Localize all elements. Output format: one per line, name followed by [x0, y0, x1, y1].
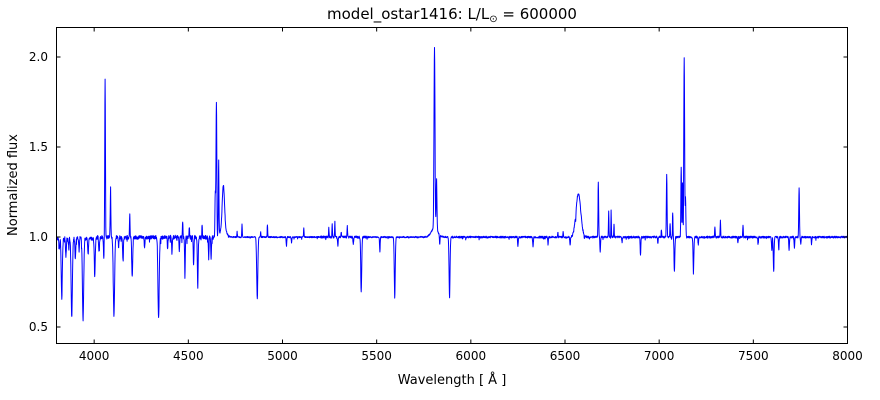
axis-ticks	[56, 27, 848, 344]
x-axis-tick-labels: 4000 4500 5000 5500 6000 6500 7000 7500 8000	[79, 349, 863, 363]
x-tick-label: 4500	[173, 349, 204, 363]
y-axis-label: Normalized flux	[6, 134, 21, 236]
y-tick-label: 2.0	[29, 50, 48, 64]
y-tick-label: 1.5	[29, 140, 48, 154]
x-axis-label: Wavelength [ Å ]	[398, 372, 507, 388]
x-tick-label: 4000	[79, 349, 110, 363]
plot-border	[56, 27, 848, 344]
x-tick-label: 7000	[644, 349, 675, 363]
spectrum-line	[56, 47, 848, 322]
x-tick-label: 7500	[738, 349, 769, 363]
x-tick-label: 6000	[456, 349, 487, 363]
sun-symbol: ⊙	[489, 14, 497, 25]
plot-title: model_ostar1416: L/L⊙ = 600000	[327, 5, 577, 25]
y-axis-tick-labels: 0.5 1.0 1.5 2.0	[29, 50, 48, 334]
x-tick-label: 6500	[550, 349, 581, 363]
x-tick-label: 8000	[832, 349, 863, 363]
y-tick-label: 1.0	[29, 230, 48, 244]
x-tick-label: 5000	[267, 349, 298, 363]
x-tick-label: 5500	[361, 349, 392, 363]
y-tick-label: 0.5	[29, 320, 48, 334]
